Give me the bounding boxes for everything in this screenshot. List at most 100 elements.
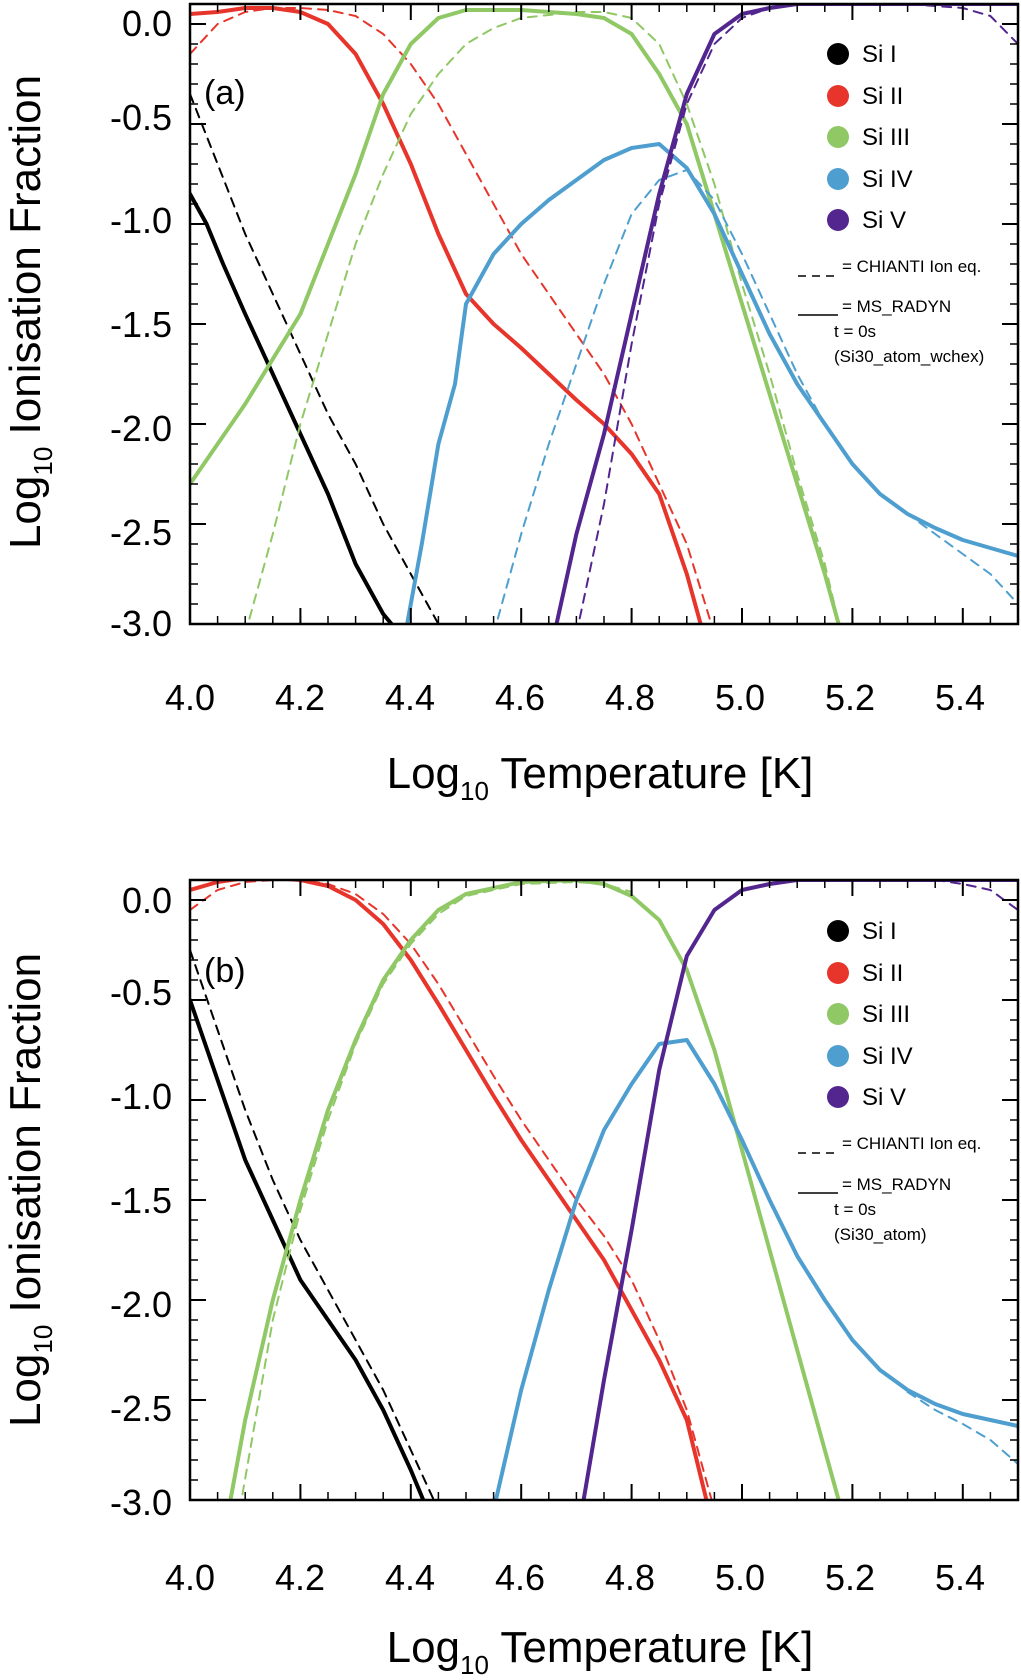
legend-marker-si-iv <box>827 1045 849 1067</box>
panel-b-xlabel-sub: 10 <box>460 1650 489 1680</box>
legend-label-si-iv: Si IV <box>862 1043 913 1070</box>
panel-a-x-tick-labels: 4.0 4.2 4.4 4.6 4.8 5.0 5.2 5.4 <box>165 677 985 718</box>
panel-a-data-lines <box>190 4 1018 624</box>
panel-a-xtick: 4.2 <box>275 677 325 718</box>
panel-a-xtick: 5.2 <box>825 677 875 718</box>
panel-b-xtick: 4.2 <box>275 1557 325 1598</box>
legend-note-solid-2: t = 0s <box>834 322 876 341</box>
panel-b-xtick: 5.4 <box>935 1557 985 1598</box>
panel-b-y-tick-labels: 0.0 -0.5 -1.0 -1.5 -2.0 -2.5 -3.0 <box>110 880 172 1523</box>
series-si-ii-solid <box>190 880 709 1500</box>
series-si-iii-dashed <box>240 881 633 1500</box>
panel-b-xtick: 4.4 <box>385 1557 435 1598</box>
panel-a-xlabel-rest: Temperature [K] <box>489 749 813 798</box>
legend-label-si-v: Si V <box>862 207 906 234</box>
panel-a-ytick: -1.0 <box>110 200 172 241</box>
legend-label-si-ii: Si II <box>862 960 903 987</box>
panel-a-plot-area <box>190 4 1018 624</box>
panel-b-legend: Si I Si II Si III Si IV Si V = CHIANTI I… <box>798 918 981 1244</box>
panel-a-y-axis-label: Log10 Ionisation Fraction <box>1 75 58 549</box>
panel-b-axes <box>188 878 1020 1502</box>
series-si-i-solid <box>190 998 426 1500</box>
panel-a-ylabel-sub: 10 <box>28 447 58 476</box>
panel-b-ytick: -1.5 <box>110 1180 172 1221</box>
panel-b: 0.0 -0.5 -1.0 -1.5 -2.0 -2.5 -3.0 4.0 4.… <box>1 878 1020 1680</box>
panel-a-x-axis-label: Log10 Temperature [K] <box>387 749 814 806</box>
panel-a-axes <box>188 2 1020 626</box>
panel-b-xtick: 5.2 <box>825 1557 875 1598</box>
series-si-i-dashed <box>190 93 440 624</box>
panel-a-ytick: -2.5 <box>110 512 172 553</box>
panel-a-xtick: 4.4 <box>385 677 435 718</box>
panel-a-ylabel-rest: Ionisation Fraction <box>1 75 50 447</box>
legend-label-si-ii: Si II <box>862 83 903 110</box>
legend-label-si-i: Si I <box>862 918 897 945</box>
series-si-iv-solid <box>405 142 1018 624</box>
legend-note-solid-1: = MS_RADYN <box>842 297 951 316</box>
legend-marker-si-iv <box>827 168 849 190</box>
legend-note-solid-3: (Si30_atom) <box>834 1225 927 1244</box>
legend-label-si-iii: Si III <box>862 1001 910 1028</box>
legend-marker-si-v <box>827 1086 849 1108</box>
series-si-ii-solid <box>190 6 703 624</box>
legend-note-dashed: = CHIANTI Ion eq. <box>842 257 981 276</box>
panel-a-xtick: 5.4 <box>935 677 985 718</box>
panel-a-ytick: -0.5 <box>110 97 172 138</box>
legend-marker-si-ii <box>827 962 849 984</box>
panel-a-ytick: 0.0 <box>122 3 172 44</box>
panel-a-xtick: 4.8 <box>605 677 655 718</box>
legend-marker-si-i <box>827 43 849 65</box>
legend-note-solid-1: = MS_RADYN <box>842 1175 951 1194</box>
panel-b-ylabel-rest: Ionisation Fraction <box>1 953 50 1325</box>
panel-b-ytick: -2.5 <box>110 1388 172 1429</box>
legend-marker-si-ii <box>827 85 849 107</box>
panel-b-xtick: 5.0 <box>715 1557 765 1598</box>
series-si-v-solid <box>581 880 1018 1500</box>
panel-b-xtick: 4.0 <box>165 1557 215 1598</box>
legend-label-si-iii: Si III <box>862 124 910 151</box>
panel-b-ytick: -1.0 <box>110 1076 172 1117</box>
legend-marker-si-iii <box>827 126 849 148</box>
panel-b-xtick: 4.6 <box>495 1557 545 1598</box>
panel-b-ytick: 0.0 <box>122 880 172 921</box>
panel-b-ylabel-base: Log <box>1 1354 50 1427</box>
series-si-ii-dashed <box>190 7 713 624</box>
panel-a-label: (a) <box>204 74 246 112</box>
series-si-iv-dashed <box>906 1391 1018 1465</box>
panel-a-legend: Si I Si II Si III Si IV Si V = CHIANTI I… <box>798 41 984 366</box>
panel-a-ytick: -2.0 <box>110 408 172 449</box>
series-si-iii-solid <box>190 8 841 624</box>
panel-b-xlabel-rest: Temperature [K] <box>489 1623 813 1672</box>
series-si-iii-dashed <box>246 11 841 624</box>
legend-label-si-iv: Si IV <box>862 166 913 193</box>
panel-a-ytick: -3.0 <box>110 603 172 644</box>
series-si-i-solid <box>190 192 395 624</box>
legend-marker-si-iii <box>827 1003 849 1025</box>
panel-b-xlabel-base: Log <box>387 1623 460 1672</box>
panel-b-ytick: -0.5 <box>110 972 172 1013</box>
panel-a-xlabel-sub: 10 <box>460 776 489 806</box>
legend-label-si-i: Si I <box>862 41 897 68</box>
series-si-iv-solid <box>493 1038 1018 1500</box>
panel-b-x-tick-labels: 4.0 4.2 4.4 4.6 4.8 5.0 5.2 5.4 <box>165 1557 985 1598</box>
panel-b-label: (b) <box>204 952 246 990</box>
series-si-i-dashed <box>190 949 435 1500</box>
panel-b-xtick: 4.8 <box>605 1557 655 1598</box>
panel-a-xlabel-base: Log <box>387 749 460 798</box>
legend-note-dashed: = CHIANTI Ion eq. <box>842 1134 981 1153</box>
panel-a-xtick: 4.6 <box>495 677 545 718</box>
panel-a-xtick: 4.0 <box>165 677 215 718</box>
panel-b-ytick: -3.0 <box>110 1482 172 1523</box>
panel-b-x-axis-label: Log10 Temperature [K] <box>387 1623 814 1680</box>
panel-a: 0.0 -0.5 -1.0 -1.5 -2.0 -2.5 -3.0 4.0 4.… <box>1 2 1020 806</box>
panel-b-ytick: -2.0 <box>110 1284 172 1325</box>
series-si-iv-dashed <box>495 169 1018 624</box>
panel-a-y-tick-labels: 0.0 -0.5 -1.0 -1.5 -2.0 -2.5 -3.0 <box>110 3 172 644</box>
series-si-ii-dashed <box>190 880 713 1500</box>
series-si-iii-solid <box>228 880 841 1500</box>
panel-a-xtick: 5.0 <box>715 677 765 718</box>
panel-b-ylabel-sub: 10 <box>28 1325 58 1354</box>
legend-marker-si-v <box>827 209 849 231</box>
legend-note-solid-2: t = 0s <box>834 1200 876 1219</box>
